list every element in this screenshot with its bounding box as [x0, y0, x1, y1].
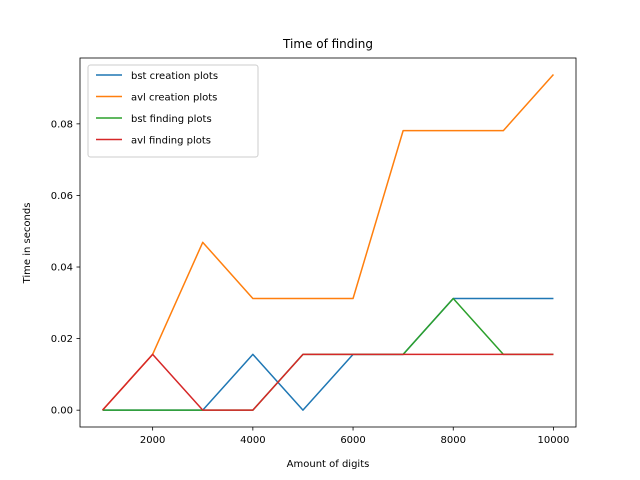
- legend-label-3: avl finding plots: [131, 136, 211, 147]
- series-line-3: [101, 353, 554, 411]
- series-layer: [101, 73, 555, 411]
- x-tick-label: 4000: [240, 435, 265, 446]
- legend-box: [87, 64, 259, 158]
- x-tick-label: 8000: [441, 435, 466, 446]
- y-axis: 0.00 0.02 0.04 0.06 0.08: [51, 119, 80, 417]
- y-tick-label: 0.02: [51, 334, 73, 345]
- chart-title: Time of finding: [282, 37, 373, 51]
- y-tick-label: 0.06: [51, 191, 73, 202]
- y-tick-label: 0.00: [51, 406, 73, 417]
- y-axis-title: Time in seconds: [22, 203, 33, 285]
- x-axis: 2000 4000 6000 8000 10000: [140, 427, 569, 446]
- legend-label-2: bst finding plots: [131, 114, 212, 125]
- plot-frame: [79, 57, 577, 428]
- legend-label-1: avl creation plots: [131, 93, 217, 104]
- x-tick-label: 6000: [340, 435, 365, 446]
- x-tick-label: 10000: [538, 435, 570, 446]
- x-axis-title: Amount of digits: [287, 459, 370, 470]
- legend-label-0: bst creation plots: [131, 71, 218, 82]
- y-tick-label: 0.04: [51, 263, 73, 274]
- series-line-1: [101, 73, 555, 411]
- y-tick-label: 0.08: [51, 119, 73, 130]
- x-tick-label: 2000: [140, 435, 165, 446]
- legend: bst creation plots avl creation plots bst …: [87, 64, 259, 158]
